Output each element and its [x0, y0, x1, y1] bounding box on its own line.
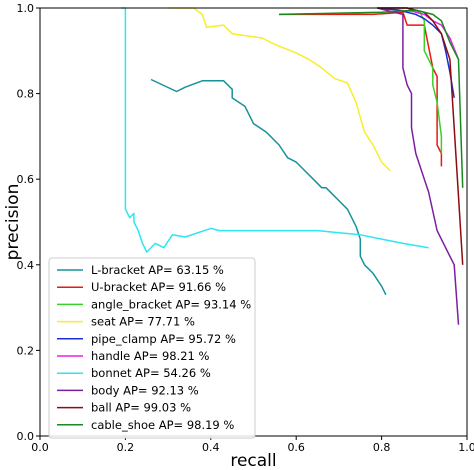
- y-axis-title: precision: [3, 184, 23, 261]
- series-line-pipe-clamp: [377, 7, 455, 99]
- series-layer: [121, 7, 464, 325]
- legend-entry: seat AP= 77.71 %: [91, 315, 195, 329]
- legend-entry: bonnet AP= 54.26 %: [91, 366, 211, 380]
- y-tick-label: 0.8: [17, 88, 35, 101]
- y-axis-ticks: 0.0 0.2 0.4 0.6 0.8 1.0: [17, 2, 40, 443]
- x-tick-label: 0.2: [117, 441, 135, 454]
- series-line-body: [377, 7, 460, 325]
- legend-entry: body AP= 92.13 %: [91, 383, 199, 397]
- legend-entry: handle AP= 98.21 %: [91, 349, 210, 363]
- legend-entry: ball AP= 99.03 %: [91, 401, 191, 415]
- series-line-cable-shoe: [279, 9, 464, 188]
- x-tick-label: 0.6: [287, 441, 305, 454]
- x-axis-ticks: 0.0 0.2 0.4 0.6 0.8 1.0: [31, 436, 474, 454]
- series-line-bonnet: [121, 7, 429, 253]
- legend-box: [48, 257, 256, 439]
- y-tick-label: 0.4: [17, 259, 35, 272]
- series-line-u-bracket: [279, 11, 443, 167]
- series-line-ball: [377, 7, 464, 265]
- y-tick-label: 0.2: [17, 344, 35, 357]
- y-axis-title-group: precision: [3, 184, 23, 261]
- y-tick-label: 1.0: [17, 2, 35, 15]
- legend-entry: cable_shoe AP= 98.19 %: [91, 418, 234, 432]
- legend: L-bracket AP= 63.15 % U-bracket AP= 91.66…: [48, 257, 256, 439]
- y-tick-label: 0.6: [17, 173, 35, 186]
- y-tick-label: 0.0: [17, 430, 35, 443]
- x-tick-label: 1.0: [458, 441, 474, 454]
- x-axis-title: recall: [230, 451, 276, 470]
- x-tick-label: 0.8: [373, 441, 391, 454]
- series-line-l-bracket: [150, 78, 387, 296]
- legend-entry: U-bracket AP= 91.66 %: [91, 280, 226, 294]
- x-tick-label: 0.0: [31, 441, 49, 454]
- legend-entry: L-bracket AP= 63.15 %: [91, 263, 224, 277]
- series-line-seat: [168, 7, 391, 172]
- legend-entry: pipe_clamp AP= 95.72 %: [91, 332, 236, 346]
- legend-entry: angle_bracket AP= 93.14 %: [91, 297, 251, 311]
- x-tick-label: 0.4: [202, 441, 220, 454]
- series-line-angle-bracket: [377, 7, 443, 154]
